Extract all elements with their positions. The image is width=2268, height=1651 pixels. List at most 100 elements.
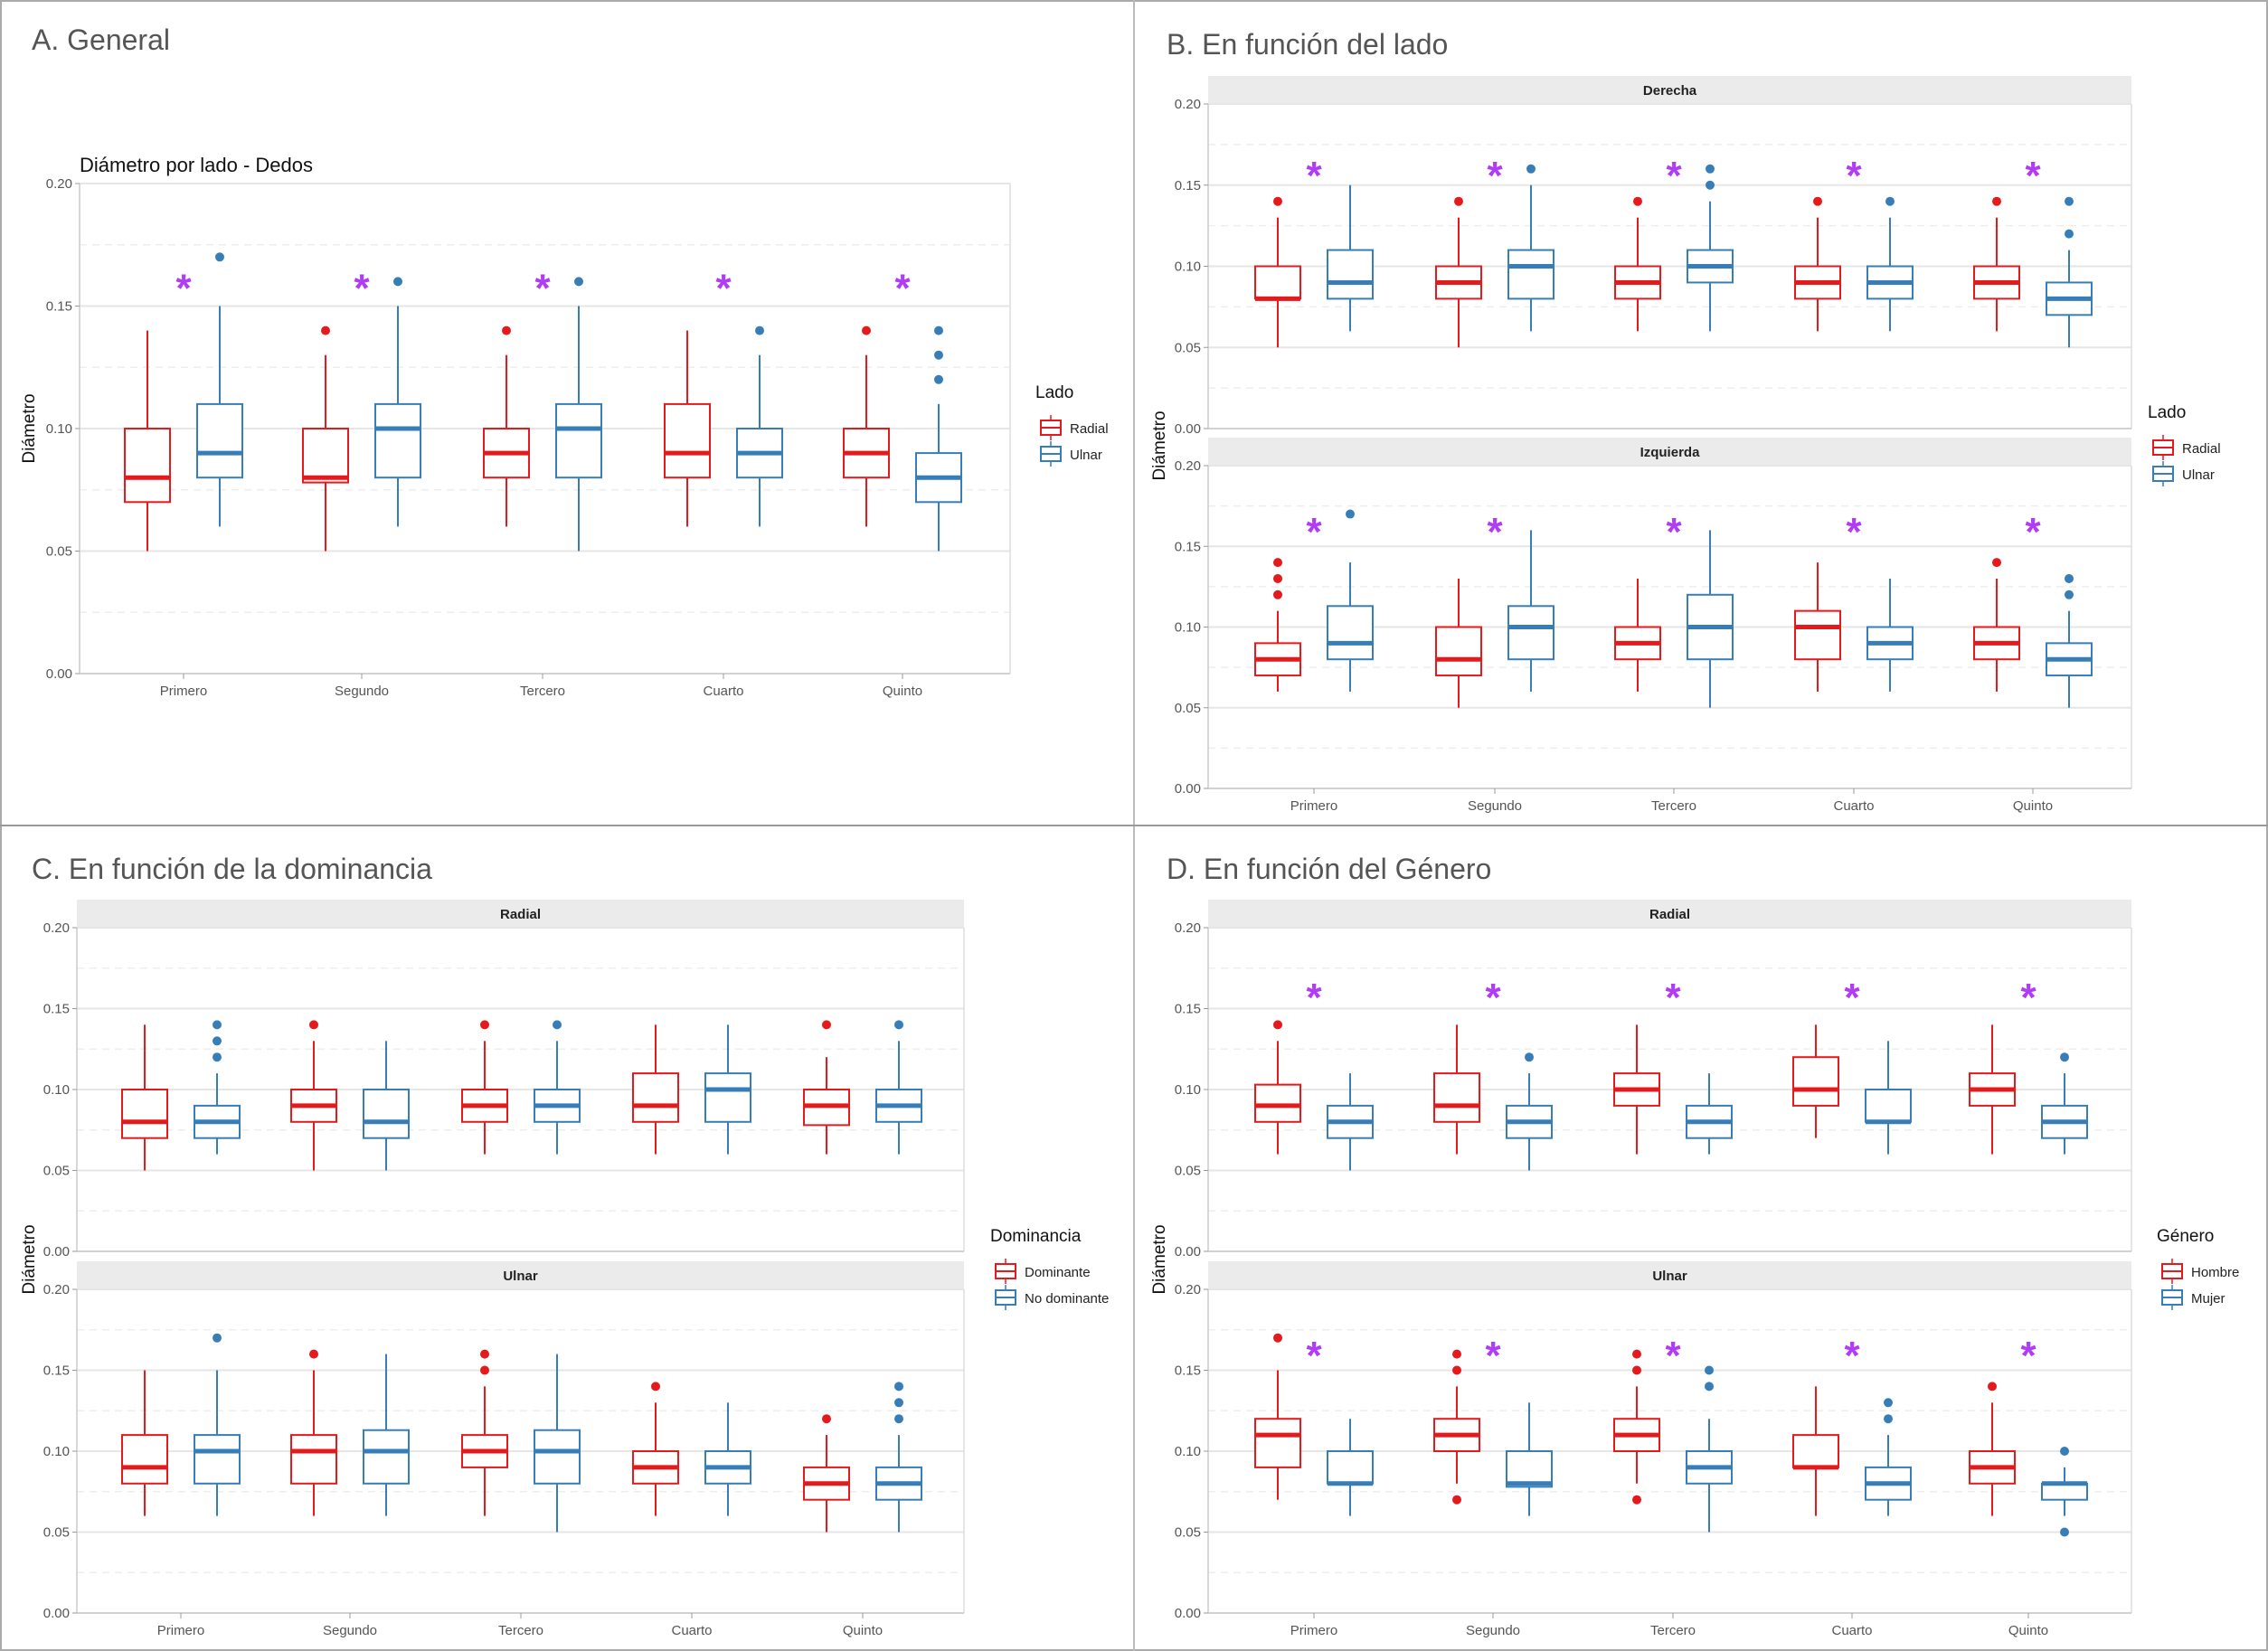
legend-label: Hombre bbox=[2191, 1265, 2239, 1280]
outlier-point bbox=[502, 325, 511, 335]
boxplot-primero bbox=[124, 330, 171, 552]
boxplot-cuarto bbox=[1792, 1024, 1839, 1138]
box-iqr bbox=[194, 1434, 241, 1485]
y-tick-label: 0.20 bbox=[43, 920, 70, 936]
boxplot-quinto bbox=[915, 325, 962, 552]
significance-star: * bbox=[1487, 154, 1503, 198]
boxplot-segundo bbox=[1506, 1052, 1553, 1171]
series-mujer bbox=[1327, 1365, 2088, 1537]
outlier-point bbox=[309, 1349, 318, 1359]
significance-star: * bbox=[2020, 976, 2036, 1020]
significance-star: * bbox=[534, 266, 551, 310]
facet-strip-label: Radial bbox=[500, 907, 541, 922]
boxplot-quinto bbox=[2046, 196, 2093, 348]
y-axis-label: Diámetro bbox=[20, 1224, 39, 1294]
legend: Lado Radial Ulnar bbox=[2148, 403, 2221, 486]
boxplot-cuarto bbox=[632, 1024, 679, 1155]
legend-key-radial: Radial bbox=[2152, 435, 2221, 460]
y-tick-label: 0.20 bbox=[43, 1282, 70, 1297]
significance-star: * bbox=[354, 266, 370, 310]
y-tick-label: 0.05 bbox=[1175, 701, 1201, 716]
boxplot-cuarto bbox=[704, 1402, 751, 1516]
significance-star: * bbox=[1485, 976, 1501, 1020]
y-tick-label: 0.05 bbox=[1175, 340, 1201, 355]
outlier-point bbox=[822, 1414, 831, 1424]
boxplot-segundo bbox=[1435, 196, 1482, 348]
box-iqr bbox=[121, 1434, 168, 1485]
boxplot-cuarto bbox=[1865, 1041, 1912, 1155]
boxplot-tercero bbox=[1614, 196, 1661, 332]
box-iqr bbox=[1794, 609, 1841, 661]
box-iqr bbox=[1506, 1450, 1553, 1488]
boxplot-tercero bbox=[461, 1349, 508, 1516]
x-tick-label: Cuarto bbox=[703, 684, 743, 699]
outlier-point bbox=[1988, 1382, 1997, 1392]
box-iqr bbox=[124, 428, 171, 504]
y-tick-label: 0.10 bbox=[1175, 259, 1201, 275]
y-tick-label: 0.00 bbox=[43, 1606, 70, 1621]
y-tick-label: 0.05 bbox=[46, 544, 72, 560]
y-tick-label: 0.00 bbox=[1175, 781, 1201, 797]
x-tick-label: Tercero bbox=[498, 1623, 543, 1638]
x-tick-label: Cuarto bbox=[1833, 798, 1874, 814]
legend-label: Mujer bbox=[2191, 1291, 2225, 1307]
outlier-point bbox=[1452, 1365, 1461, 1375]
significance-star: * bbox=[1844, 1334, 1860, 1378]
boxplot-tercero bbox=[534, 1020, 581, 1155]
legend-key-mujer: Mujer bbox=[2161, 1285, 2225, 1310]
panel-A: A. General Diámetro por lado - Dedos Diáme… bbox=[20, 24, 1109, 699]
x-tick-label: Quinto bbox=[843, 1623, 883, 1638]
outlier-point bbox=[574, 277, 583, 287]
y-tick-label: 0.20 bbox=[1175, 97, 1201, 112]
x-tick-label: Tercero bbox=[1651, 798, 1696, 814]
significance-star: * bbox=[894, 266, 911, 310]
box-iqr bbox=[555, 402, 602, 479]
y-tick-label: 0.00 bbox=[43, 1244, 70, 1259]
boxplot-quinto bbox=[843, 325, 890, 527]
legend-title: Lado bbox=[2148, 403, 2186, 422]
boxplot-cuarto bbox=[1866, 578, 1914, 692]
panel-C: C. En función de la dominanciaDiámetroRa… bbox=[20, 853, 1109, 1638]
box-iqr bbox=[121, 1089, 168, 1139]
y-axis-label: Diámetro bbox=[20, 393, 39, 463]
significance-star: * bbox=[1306, 154, 1322, 198]
legend: Género Hombre Mujer bbox=[2157, 1227, 2239, 1310]
outlier-point bbox=[1452, 1349, 1461, 1359]
significance-star: * bbox=[1665, 976, 1681, 1020]
series-radial bbox=[1254, 196, 2020, 348]
facet-strip-label: Ulnar bbox=[503, 1269, 538, 1284]
x-tick-label: Primero bbox=[157, 1623, 205, 1638]
facet-strip bbox=[1208, 76, 2131, 104]
y-tick-label: 0.15 bbox=[43, 1363, 70, 1379]
boxplot-cuarto bbox=[632, 1382, 679, 1516]
boxplot-quinto bbox=[803, 1414, 850, 1533]
boxplot-tercero bbox=[534, 1354, 581, 1533]
box-iqr bbox=[1435, 626, 1482, 677]
boxplot-tercero bbox=[1687, 164, 1734, 332]
boxplot-cuarto bbox=[1794, 196, 1841, 332]
x-tick-label: Cuarto bbox=[671, 1623, 712, 1638]
boxplot-tercero bbox=[1614, 578, 1661, 692]
series-mujer bbox=[1327, 1041, 2088, 1171]
x-tick-label: Segundo bbox=[323, 1623, 377, 1638]
outlier-point bbox=[1346, 509, 1355, 519]
y-tick-label: 0.15 bbox=[1175, 178, 1201, 193]
significance-star: * bbox=[1666, 154, 1682, 198]
legend-key-hombre: Hombre bbox=[2161, 1259, 2239, 1284]
boxplot-cuarto bbox=[704, 1024, 751, 1155]
legend-label: Ulnar bbox=[1070, 448, 1102, 463]
y-tick-label: 0.15 bbox=[1175, 539, 1201, 554]
series-radial bbox=[124, 325, 890, 552]
outlier-point bbox=[1632, 1365, 1641, 1375]
x-tick-label: Quinto bbox=[2013, 798, 2053, 814]
boxplot-tercero bbox=[1686, 1073, 1733, 1155]
legend: Lado Radial Ulnar bbox=[1035, 383, 1109, 467]
outlier-point bbox=[1813, 196, 1822, 206]
x-tick-label: Cuarto bbox=[1831, 1623, 1872, 1638]
significance-star: * bbox=[1487, 510, 1503, 554]
legend: Dominancia Dominante No dominante bbox=[990, 1227, 1109, 1310]
boxplot-segundo bbox=[290, 1020, 337, 1171]
outlier-point bbox=[309, 1020, 318, 1030]
significance-star: * bbox=[175, 266, 192, 310]
